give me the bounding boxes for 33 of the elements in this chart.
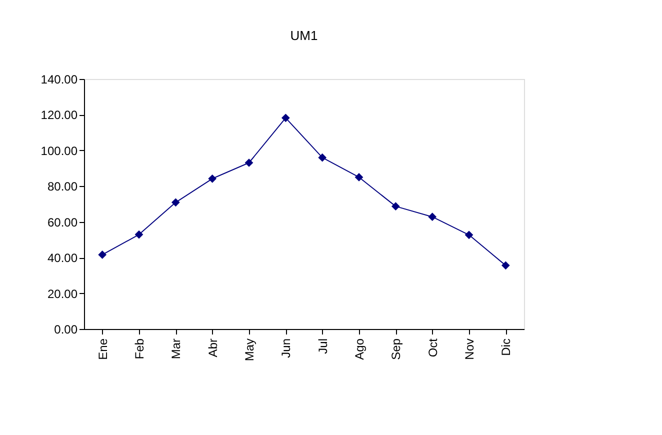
point xyxy=(464,230,474,240)
y-tick-label: 20.00 xyxy=(47,286,78,301)
point xyxy=(428,212,437,222)
y-tick-label: 140.00 xyxy=(40,72,78,86)
point xyxy=(171,198,180,207)
point xyxy=(318,153,327,162)
x-tick-label: Dic xyxy=(499,338,514,356)
point xyxy=(98,250,107,259)
x-tick-label: Ago xyxy=(352,338,366,360)
point xyxy=(281,114,290,122)
x-tick-label: Feb xyxy=(132,338,146,360)
x-tick-label: Ene xyxy=(96,338,110,360)
x-tick-label: Jul xyxy=(316,338,330,354)
y-tick-label: 40.00 xyxy=(47,251,78,266)
y-tick-label: 0.00 xyxy=(54,322,78,336)
point xyxy=(391,202,400,211)
y-tick-label: 100.00 xyxy=(40,144,78,158)
y-tick-label: 60.00 xyxy=(47,215,78,230)
point xyxy=(134,230,144,239)
x-tick-label: Oct xyxy=(426,338,440,358)
point xyxy=(208,174,217,183)
x-tick-label: Nov xyxy=(462,338,476,360)
point xyxy=(354,173,364,182)
x-tick-label: Abr xyxy=(206,338,220,358)
x-tick-label: Jun xyxy=(279,338,294,358)
x-tick-label: Mar xyxy=(169,338,184,360)
y-tick-label: 120.00 xyxy=(40,108,78,122)
y-tick-label: 80.00 xyxy=(47,180,78,194)
point xyxy=(244,158,254,167)
x-tick-label: Sep xyxy=(389,338,404,360)
point xyxy=(501,261,510,270)
x-tick-label: May xyxy=(242,338,256,362)
chart-title: UM1 xyxy=(290,28,318,43)
